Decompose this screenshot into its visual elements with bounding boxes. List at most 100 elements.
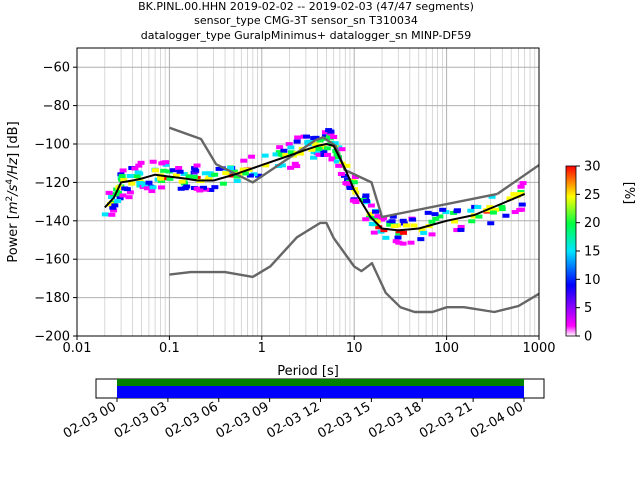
- density-cell: [123, 187, 131, 192]
- density-cell: [409, 217, 417, 222]
- colorbar-tick-label: 20: [584, 216, 601, 231]
- density-cell: [375, 225, 383, 230]
- density-cell: [362, 195, 370, 200]
- density-cell: [160, 168, 168, 173]
- density-cell: [382, 235, 390, 240]
- density-cell: [230, 169, 238, 174]
- density-cell: [486, 205, 494, 210]
- density-cell: [115, 190, 123, 195]
- density-cell: [328, 156, 336, 161]
- density-cell: [370, 230, 378, 235]
- density-cell: [172, 173, 180, 178]
- density-cell: [211, 172, 219, 177]
- coverage-tick-label: 02-03 15: [315, 399, 373, 441]
- density-cell: [343, 163, 351, 168]
- density-cell: [436, 214, 444, 219]
- density-cell: [439, 207, 447, 212]
- density-cell: [176, 169, 184, 174]
- density-cell: [178, 179, 186, 184]
- density-cell: [365, 215, 373, 220]
- curve-mode: [104, 143, 526, 232]
- density-cell: [327, 129, 335, 134]
- y-axis-label: Power [m2/s4/Hz] [dB]: [5, 121, 21, 262]
- density-cell: [157, 176, 165, 181]
- density-cell: [363, 198, 371, 203]
- density-cell: [386, 222, 394, 227]
- density-cell: [324, 152, 332, 157]
- density-cell: [222, 171, 230, 176]
- density-cell: [119, 168, 127, 173]
- colorbar-tick-label: 15: [584, 245, 601, 260]
- density-cell: [149, 159, 157, 164]
- density-cell: [246, 173, 254, 178]
- density-cell: [278, 163, 286, 168]
- density-cell: [374, 214, 382, 219]
- density-cell: [330, 135, 338, 140]
- density-cell: [101, 212, 109, 217]
- density-cell: [293, 164, 301, 169]
- density-cell: [442, 210, 450, 215]
- density-cell: [410, 223, 418, 228]
- density-cell: [428, 219, 436, 224]
- density-cell: [199, 185, 207, 190]
- density-cell: [350, 180, 358, 185]
- colorbar-label: [%]: [621, 182, 636, 205]
- density-cell: [148, 189, 156, 194]
- density-cell: [506, 196, 514, 201]
- density-cell: [453, 228, 461, 233]
- density-cell: [400, 230, 408, 235]
- density-cell: [162, 162, 170, 167]
- density-cell: [282, 153, 290, 158]
- density-cell: [327, 131, 335, 136]
- density-cell: [158, 161, 166, 166]
- y-tick-label: −100: [34, 138, 70, 153]
- density-cell: [314, 149, 322, 154]
- y-tick-label: −180: [34, 291, 70, 306]
- density-cell: [108, 194, 116, 199]
- y-tick-label: −200: [34, 330, 70, 345]
- density-cell: [468, 219, 476, 224]
- density-cell: [366, 211, 374, 216]
- density-cell: [518, 202, 526, 207]
- colorbar: 0 5 10 15 20 25 30 [%]: [565, 160, 636, 345]
- density-cell: [316, 144, 324, 149]
- plot-frame: [76, 47, 540, 337]
- x-tick-label: 0.01: [63, 341, 92, 356]
- density-cell: [215, 166, 223, 171]
- density-cell: [294, 135, 302, 140]
- plot-area: 0.01 0.1 1 10 100 1000 −200 −180 −160 −140 −120 −1…: [34, 47, 556, 356]
- x-axis-ticks: 0.01 0.1 1 10 100 1000: [63, 336, 556, 356]
- density-cell: [367, 203, 375, 208]
- density-cell: [498, 207, 506, 212]
- coverage-tick-label: 02-03 09: [214, 399, 272, 441]
- density-cell: [380, 228, 388, 233]
- coverage-tick-label: 02-03 18: [366, 399, 424, 441]
- density-cell: [351, 198, 359, 203]
- density-cell: [457, 224, 465, 229]
- density-cell: [158, 178, 166, 183]
- density-cell: [310, 136, 318, 141]
- density-cell: [498, 204, 506, 209]
- density-cell: [262, 163, 270, 168]
- density-cell: [116, 196, 124, 201]
- density-cell: [389, 214, 397, 219]
- density-cell: [233, 174, 241, 179]
- density-cell: [125, 195, 133, 200]
- coverage-bar-green: [117, 379, 524, 386]
- y-axis-ticks: −200 −180 −160 −140 −120 −100 −80 −60: [34, 61, 77, 345]
- density-cell: [166, 176, 174, 181]
- density-cell: [372, 209, 380, 214]
- density-cell: [128, 181, 136, 186]
- density-cell: [165, 169, 173, 174]
- density-cell: [143, 186, 151, 191]
- density-cell: [227, 165, 235, 170]
- density-cell: [333, 159, 341, 164]
- density-cell: [510, 192, 518, 197]
- density-cell: [474, 205, 482, 210]
- density-cell: [337, 171, 345, 176]
- density-cell: [118, 174, 126, 179]
- density-cell: [303, 134, 311, 139]
- x-tick-label: 1000: [522, 341, 555, 356]
